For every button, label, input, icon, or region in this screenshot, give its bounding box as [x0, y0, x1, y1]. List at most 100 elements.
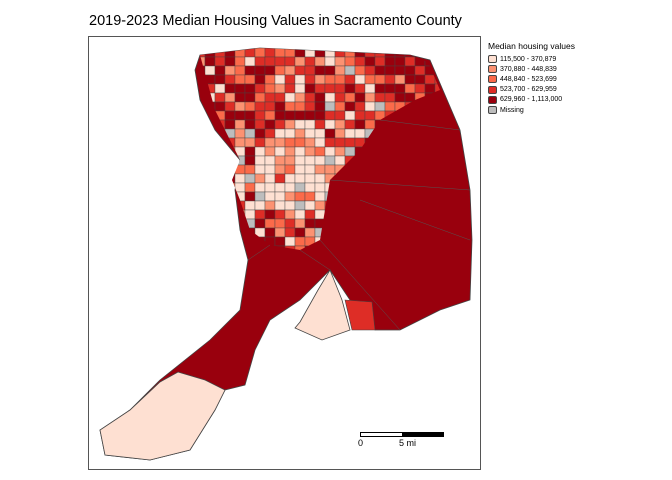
census-tract [204, 48, 216, 58]
census-tract [274, 83, 286, 94]
census-tract [204, 128, 216, 139]
census-tract [294, 164, 306, 175]
census-tract [324, 83, 336, 94]
census-tract [284, 173, 296, 184]
census-tract [234, 128, 246, 139]
census-tract [244, 146, 256, 157]
census-tract [384, 101, 396, 112]
legend-item: 115,500 - 370,879 [488, 54, 575, 64]
census-tract [384, 74, 396, 85]
census-tract [264, 92, 276, 103]
census-tract [314, 173, 326, 184]
census-tract [214, 209, 226, 220]
legend-swatch [488, 95, 497, 104]
census-tract [314, 65, 326, 76]
census-tract [324, 164, 336, 175]
census-tract [294, 119, 306, 130]
census-tract [274, 182, 286, 193]
census-tract [404, 74, 416, 85]
census-tract [364, 56, 376, 67]
census-tract [284, 101, 296, 112]
census-tract [374, 56, 386, 67]
legend-swatch [488, 106, 497, 115]
census-tract [294, 173, 306, 184]
census-tract [224, 245, 236, 250]
census-tract [200, 155, 206, 166]
census-tract [224, 83, 236, 94]
census-tract [234, 56, 246, 67]
census-tract [254, 65, 266, 76]
census-tract [244, 92, 256, 103]
census-tract [274, 209, 286, 220]
census-tract [294, 245, 306, 250]
census-tract [224, 200, 236, 211]
census-tract [284, 92, 296, 103]
census-tract [200, 182, 206, 193]
census-tract [214, 83, 226, 94]
census-tract [294, 128, 306, 139]
legend-label: Missing [500, 106, 524, 114]
census-tract [414, 48, 426, 58]
census-tract [264, 155, 276, 166]
census-tract [374, 48, 386, 58]
census-tract [364, 110, 376, 121]
census-tract [234, 83, 246, 94]
census-tract [244, 191, 256, 202]
census-tract [224, 236, 236, 247]
census-tract [284, 227, 296, 238]
census-tract [214, 200, 226, 211]
census-tract [264, 48, 276, 58]
census-tract [214, 65, 226, 76]
census-tract [304, 92, 316, 103]
census-tract [264, 173, 276, 184]
census-tract [274, 173, 286, 184]
census-tract [304, 110, 316, 121]
census-tract [244, 137, 256, 148]
census-tract [304, 83, 316, 94]
census-tract [244, 209, 256, 220]
census-tract [214, 155, 226, 166]
census-tract [394, 65, 406, 76]
census-tract [264, 74, 276, 85]
census-tract [224, 101, 236, 112]
census-tract [200, 245, 206, 250]
census-tract [294, 83, 306, 94]
census-tract [284, 110, 296, 121]
census-tract [284, 56, 296, 67]
census-tract [234, 74, 246, 85]
census-tract [224, 65, 236, 76]
census-tract [394, 92, 406, 103]
census-tract [224, 110, 236, 121]
census-tract [204, 146, 216, 157]
census-tract [200, 173, 206, 184]
census-tract [384, 56, 396, 67]
census-tract [414, 83, 426, 94]
census-tract [384, 48, 396, 58]
census-tract [314, 137, 326, 148]
census-tract [214, 191, 226, 202]
census-tract [334, 92, 346, 103]
census-tract [364, 119, 376, 130]
census-tract [294, 191, 306, 202]
census-tract [264, 182, 276, 193]
census-tract [364, 65, 376, 76]
census-tract [324, 48, 336, 58]
census-tract [264, 56, 276, 67]
census-tract [204, 245, 216, 250]
census-tract [324, 92, 336, 103]
legend-swatch [488, 55, 497, 64]
census-tract [254, 74, 266, 85]
census-tract [324, 74, 336, 85]
census-tract [284, 128, 296, 139]
census-tract [354, 110, 366, 121]
census-tract [234, 110, 246, 121]
census-tract [234, 137, 246, 148]
census-tract [354, 101, 366, 112]
census-tract [294, 146, 306, 157]
census-tract [274, 137, 286, 148]
census-tract [254, 164, 266, 175]
census-tract [264, 119, 276, 130]
legend-label: 523,700 - 629,959 [500, 86, 557, 94]
census-tract [224, 218, 236, 229]
census-tract [294, 227, 306, 238]
